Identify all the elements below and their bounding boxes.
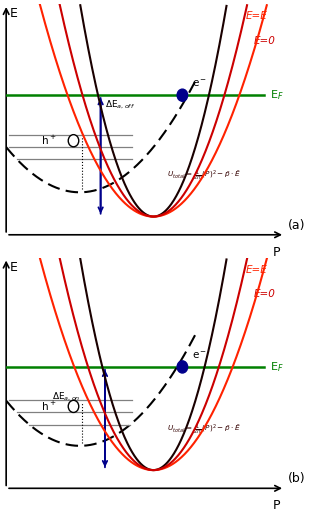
Text: E=E: E=E	[245, 265, 267, 275]
Circle shape	[177, 89, 188, 101]
Text: P: P	[273, 246, 281, 259]
Text: ΔE$_{a,on}$: ΔE$_{a,on}$	[52, 391, 81, 403]
Text: ΔE$_{a,off}$: ΔE$_{a,off}$	[105, 98, 135, 111]
Text: (a): (a)	[288, 219, 305, 232]
Text: e$^-$: e$^-$	[192, 350, 207, 361]
Circle shape	[177, 361, 188, 373]
Text: e$^-$: e$^-$	[192, 78, 207, 89]
Text: E=0: E=0	[253, 289, 275, 299]
Text: $U_{total}=\frac{1}{2m}(P)^2-\bar{p}\cdot\bar{E}$: $U_{total}=\frac{1}{2m}(P)^2-\bar{p}\cdo…	[167, 169, 240, 183]
Text: (b): (b)	[288, 472, 305, 485]
Text: E: E	[10, 7, 18, 20]
Text: h$^+$: h$^+$	[41, 134, 56, 148]
Text: E=0: E=0	[253, 36, 275, 46]
Circle shape	[68, 135, 79, 147]
Text: $U_{total}=\frac{1}{2m}(P)^2-\bar{p}\cdot\bar{E}$: $U_{total}=\frac{1}{2m}(P)^2-\bar{p}\cdo…	[167, 423, 240, 437]
Circle shape	[68, 400, 79, 412]
Text: E: E	[10, 261, 18, 274]
Text: E$_F$: E$_F$	[270, 88, 284, 102]
Text: E=E: E=E	[245, 11, 267, 22]
Text: E$_F$: E$_F$	[270, 360, 284, 374]
Text: h$^+$: h$^+$	[41, 400, 56, 413]
Text: P: P	[273, 499, 281, 512]
